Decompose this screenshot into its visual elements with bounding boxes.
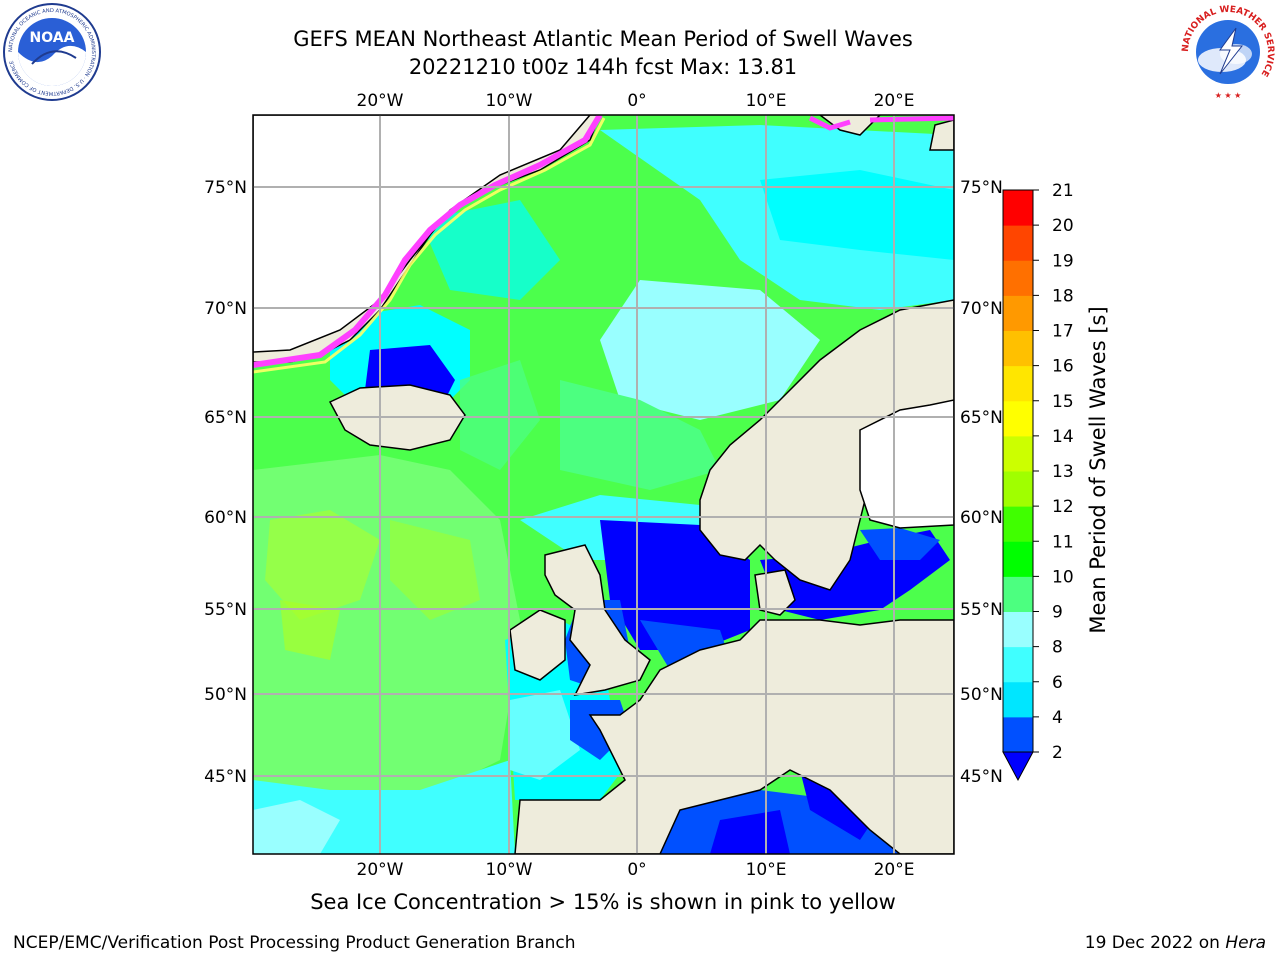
colorbar-tick-label: 4: [1052, 708, 1063, 728]
colorbar-tick-label: 19: [1052, 251, 1074, 271]
lon-tick: 0°: [627, 91, 646, 111]
colorbar-segment: [1003, 576, 1033, 612]
lon-tick: 20°W: [357, 91, 404, 111]
colorbar-tick-label: 13: [1052, 462, 1074, 482]
lat-tick: 50°N: [204, 685, 247, 705]
colorbar-tick-label: 12: [1052, 497, 1074, 517]
colorbar-segment: [1003, 400, 1033, 437]
colorbar-segment: [1003, 646, 1033, 683]
svg-text:★ ★ ★: ★ ★ ★: [1215, 91, 1242, 100]
lat-tick: 55°N: [204, 600, 247, 620]
franz-josef: [929, 119, 954, 151]
colorbar-tick-label: 14: [1052, 427, 1074, 447]
chart-subtitle: 20221210 t00z 144h fcst Max: 13.81: [408, 55, 798, 79]
lon-ticks-bottom: 20°W 10°W 0° 10°E 20°E: [357, 860, 915, 880]
colorbar-tick-label: 17: [1052, 322, 1074, 342]
lat-tick: 75°N: [960, 178, 1003, 198]
map-area: [253, 115, 954, 854]
lat-tick: 75°N: [204, 178, 247, 198]
colorbar-segment: [1003, 295, 1033, 331]
colorbar-segment: [1003, 190, 1033, 226]
colorbar-tick-label: 10: [1052, 567, 1074, 587]
lat-tick: 45°N: [204, 767, 247, 787]
colorbar-tick-label: 18: [1052, 286, 1074, 306]
footer-host: Hera: [1225, 933, 1266, 953]
sea-ice-note: Sea Ice Concentration > 15% is shown in …: [310, 890, 896, 914]
colorbar-tick-label: 16: [1052, 357, 1074, 377]
footer-date-text: 19 Dec 2022 on: [1084, 933, 1220, 953]
colorbar-segment: [1003, 471, 1033, 507]
colorbar-label: Mean Period of Swell Waves [s]: [1086, 306, 1110, 634]
lat-ticks-left: 75°N 70°N 65°N 60°N 55°N 50°N 45°N: [204, 178, 247, 787]
lat-tick: 50°N: [960, 685, 1003, 705]
lat-tick: 70°N: [960, 299, 1003, 319]
colorbar-segment: [1003, 716, 1033, 753]
map-frame: [252, 114, 955, 855]
colorbar-tick-label: 8: [1052, 638, 1063, 658]
colorbar: [1002, 189, 1034, 782]
footer-credit: NCEP/EMC/Verification Post Processing Pr…: [13, 933, 576, 953]
lat-tick: 60°N: [204, 508, 247, 528]
lon-tick: 10°E: [746, 91, 787, 111]
nws-logo: NATIONAL WEATHER SERVICE ★ ★ ★: [1180, 4, 1276, 100]
colorbar-tick-label: 11: [1052, 532, 1074, 552]
graticule: [253, 115, 954, 854]
lat-tick: 70°N: [204, 299, 247, 319]
colorbar-ticks: 2 4 6 8 9 10 11 12 13 14 15 16 17 18 19 20 21: [1033, 181, 1074, 763]
lon-tick: 10°E: [746, 860, 787, 880]
noaa-logo: NOAA NATIONAL OCEANIC AND ATMOSPHERIC AD…: [3, 3, 101, 101]
chart-title: GEFS MEAN Northeast Atlantic Mean Period…: [293, 27, 913, 51]
colorbar-segment: [1003, 611, 1033, 648]
colorbar-tick-label: 6: [1052, 673, 1063, 693]
colorbar-segment: [1003, 365, 1033, 402]
colorbar-segment: [1003, 225, 1033, 261]
colorbar-segment: [1003, 681, 1033, 718]
lat-tick: 65°N: [960, 408, 1003, 428]
colorbar-tick-label: 20: [1052, 216, 1074, 236]
great-britain: [544, 544, 651, 696]
colorbar-segment: [1003, 506, 1033, 542]
lat-tick: 65°N: [204, 408, 247, 428]
footer-date: 19 Dec 2022 on Hera: [1085, 933, 1266, 953]
colorbar-tick-label: 9: [1052, 603, 1063, 623]
colorbar-segment: [1003, 541, 1033, 577]
lon-tick: 0°: [627, 860, 646, 880]
lon-tick: 20°E: [874, 860, 915, 880]
lon-tick: 10°W: [486, 91, 533, 111]
colorbar-under-arrow: [1002, 751, 1034, 782]
lat-tick: 45°N: [960, 767, 1003, 787]
lon-ticks-top: 20°W 10°W 0° 10°E 20°E: [357, 91, 915, 111]
lon-tick: 10°W: [486, 860, 533, 880]
lat-ticks-right: 75°N 70°N 65°N 60°N 55°N 50°N 45°N: [960, 178, 1003, 787]
colorbar-segment: [1003, 260, 1033, 296]
greenland-interior: [253, 115, 591, 353]
colorbar-tick-label: 15: [1052, 392, 1074, 412]
lon-tick: 20°W: [357, 860, 404, 880]
lon-tick: 20°E: [874, 91, 915, 111]
lat-tick: 55°N: [960, 600, 1003, 620]
noaa-logo-text: NOAA: [30, 30, 75, 46]
lat-tick: 60°N: [960, 508, 1003, 528]
colorbar-segment: [1003, 435, 1033, 472]
sea-ice-edge: [253, 115, 603, 368]
colorbar-tick-label: 2: [1052, 743, 1063, 763]
baltic-inner: [859, 399, 954, 529]
colorbar-segment: [1003, 330, 1033, 367]
colorbar-tick-label: 21: [1052, 181, 1074, 201]
